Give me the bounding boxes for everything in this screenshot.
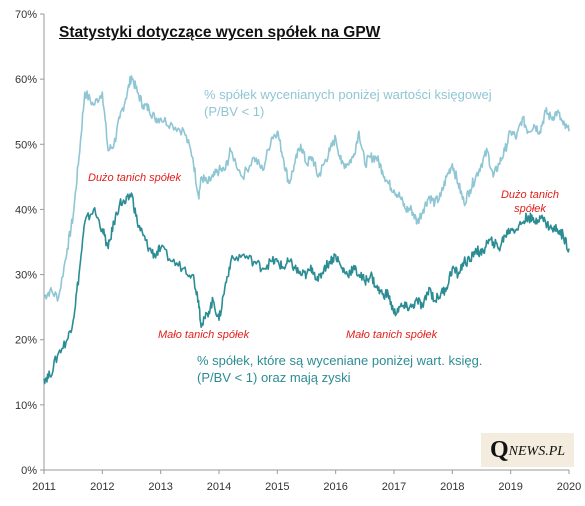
x-tick-label: 2020 <box>557 481 581 493</box>
x-tick-label: 2014 <box>207 481 231 493</box>
y-tick-label: 60% <box>15 74 37 86</box>
series1-label-line2: (P/BV < 1) <box>204 104 265 119</box>
y-tick-label: 10% <box>15 400 37 412</box>
x-tick-label: 2016 <box>323 481 347 493</box>
series-line-1 <box>43 75 570 302</box>
y-tick-label: 70% <box>15 9 37 21</box>
y-tick-label: 0% <box>21 465 37 477</box>
y-tick-label: 50% <box>15 139 37 151</box>
x-tick-label: 2012 <box>90 481 114 493</box>
qnews-logo: Q NEWS.PL <box>481 433 574 467</box>
axes: 0% 10% 20% 30% 40% 50% 60% 70% 2011 2012 2013 2014 2… <box>15 9 581 493</box>
y-tick-label: 30% <box>15 270 37 282</box>
series-layer <box>43 75 570 385</box>
annotation-duzo-2019: Dużo tanich spółek <box>500 189 560 215</box>
annotation-duzo-2012: Dużo tanich spółek <box>88 172 181 184</box>
series1-label-line1: % spółek wycenianych poniżej wartości ks… <box>204 87 492 102</box>
logo-initial: Q <box>489 436 509 463</box>
logo-text: NEWS.PL <box>508 444 566 459</box>
chart-title: Statystyki dotyczące wycen spółek na GPW <box>59 24 381 41</box>
x-tick-label: 2019 <box>498 481 522 493</box>
y-tick-label: 40% <box>15 204 37 216</box>
series2-label-line2: (P/BV < 1) oraz mają zyski <box>197 370 351 385</box>
annotation-malo-2017: Mało tanich spółek <box>346 329 438 341</box>
x-tick-label: 2015 <box>265 481 289 493</box>
y-tick-label: 20% <box>15 335 37 347</box>
annotation-malo-2014: Mało tanich spółek <box>158 329 250 341</box>
x-tick-label: 2013 <box>148 481 172 493</box>
x-tick-label: 2018 <box>440 481 464 493</box>
series-line-2 <box>43 192 570 385</box>
series2-label: % spółek, które są wyceniane poniżej war… <box>197 352 482 386</box>
series2-label-line1: % spółek, które są wyceniane poniżej war… <box>197 353 483 368</box>
x-tick-label: 2011 <box>32 481 56 493</box>
x-tick-label: 2017 <box>382 481 406 493</box>
series1-label: % spółek wycenianych poniżej wartości ks… <box>204 86 492 120</box>
